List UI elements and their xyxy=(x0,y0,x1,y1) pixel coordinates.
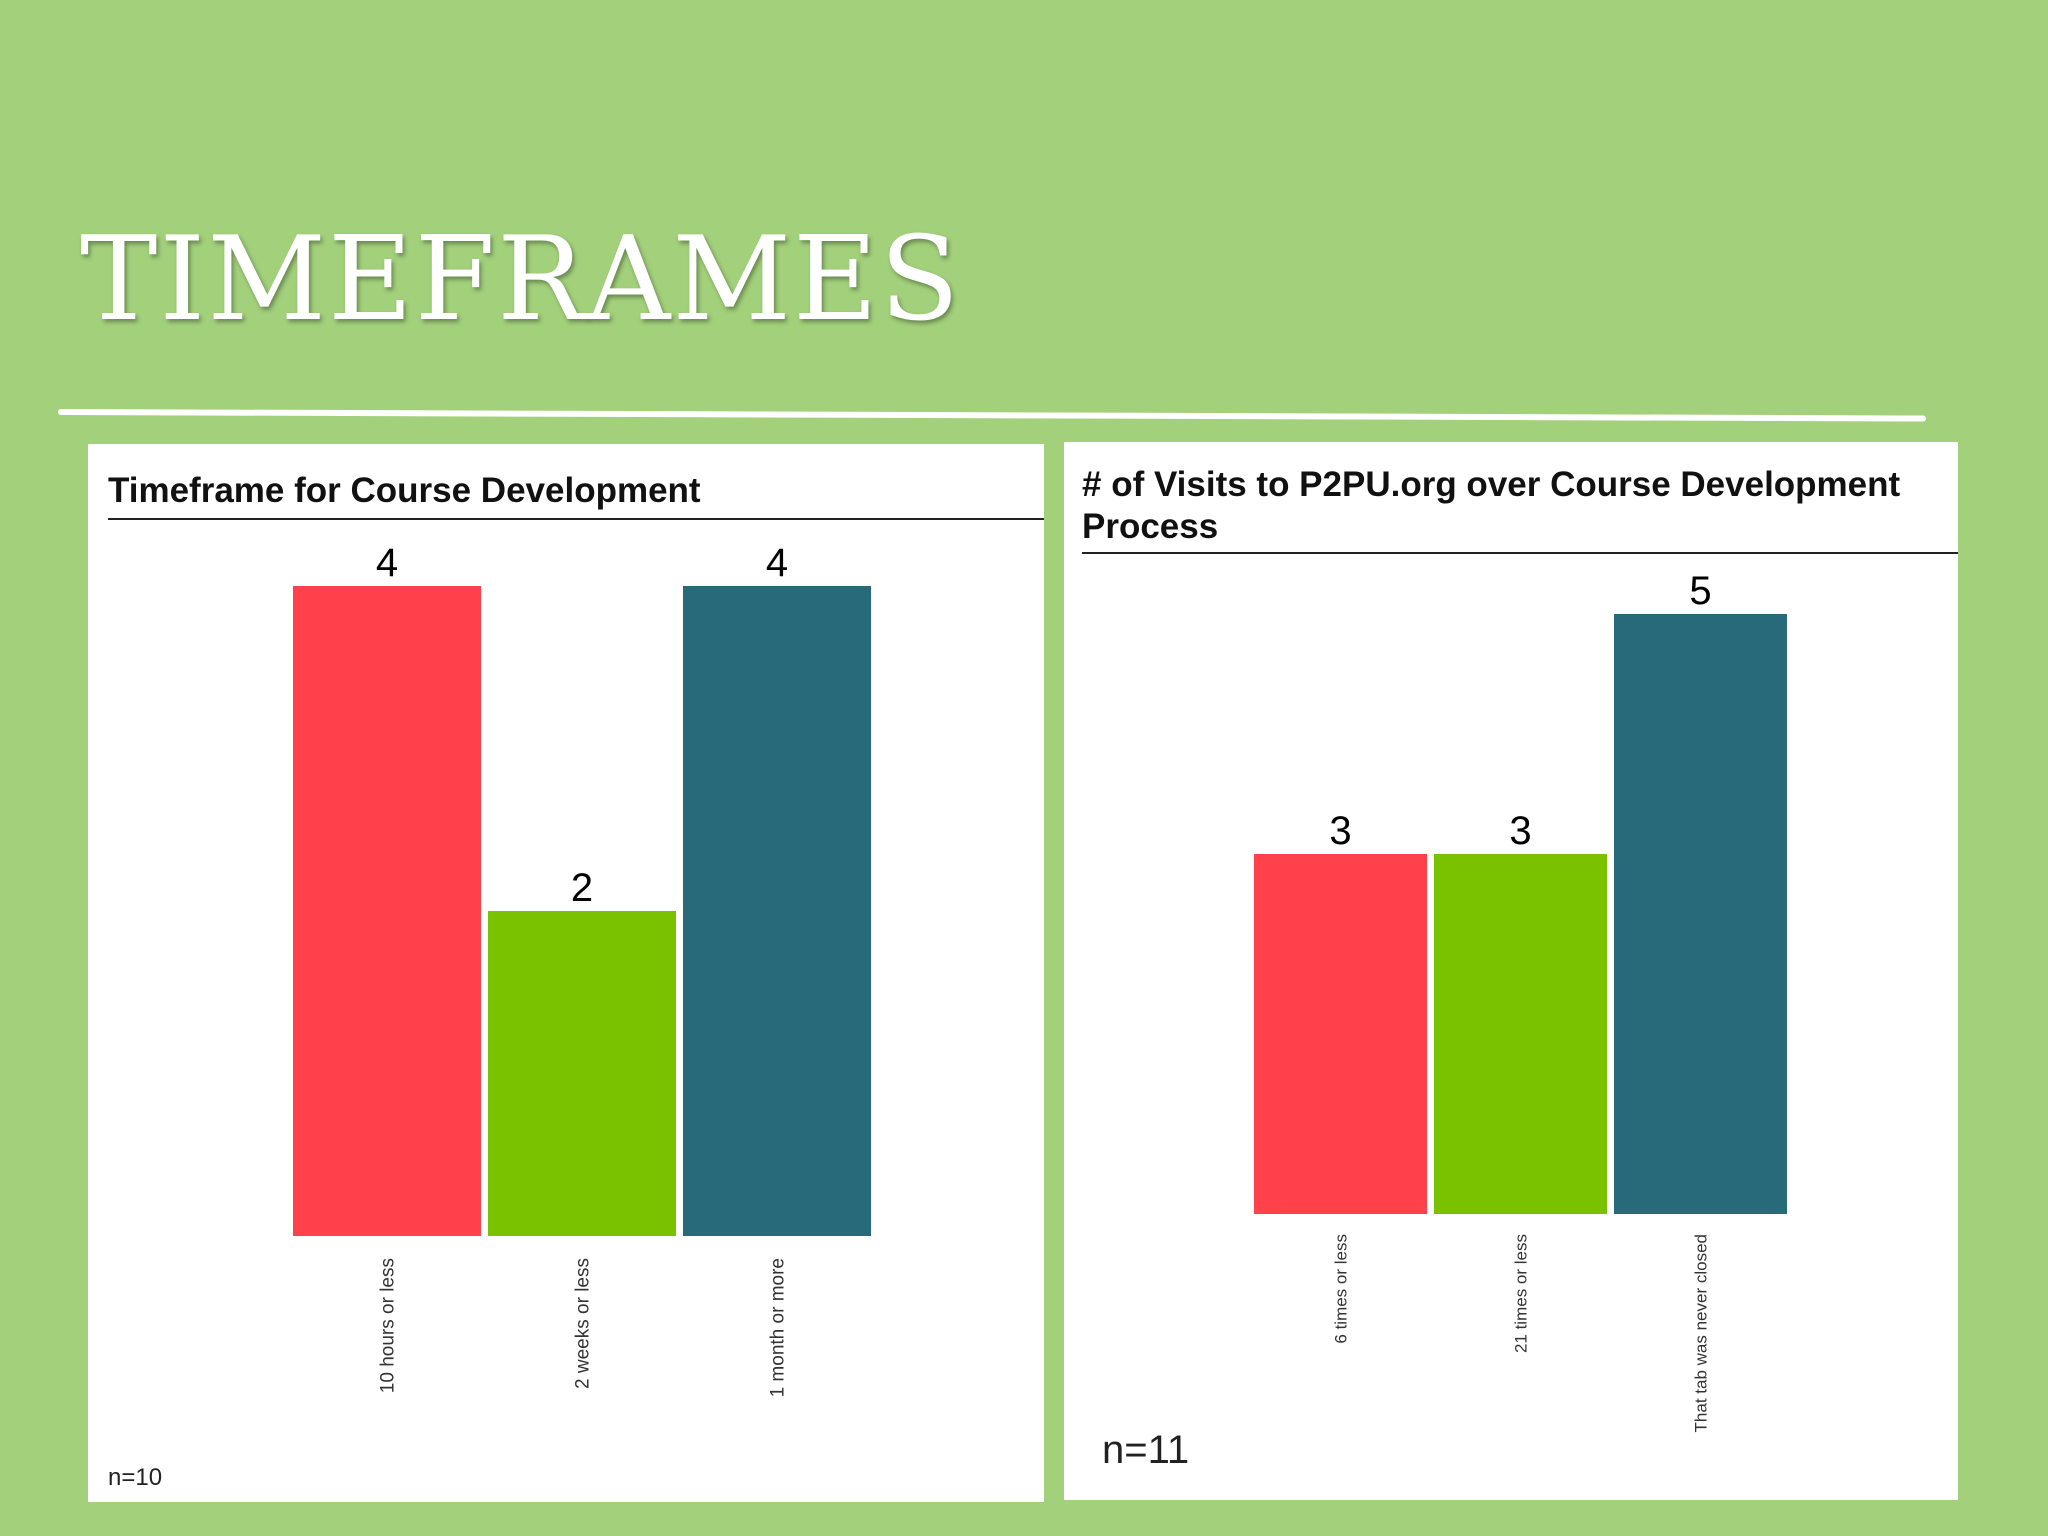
data-label: 3 xyxy=(1329,809,1351,853)
bar-2-weeks-or-less xyxy=(488,911,676,1236)
data-label: 5 xyxy=(1689,569,1711,613)
x-tick-label: That tab was never closed xyxy=(1691,1234,1710,1432)
title-rule xyxy=(108,518,1044,520)
data-label: 4 xyxy=(376,541,398,585)
x-tick-label: 1 month or more xyxy=(768,1258,789,1397)
bar-6-times-or-less xyxy=(1254,854,1427,1214)
bar-1-month-or-more xyxy=(683,586,871,1236)
x-tick-label: 10 hours or less xyxy=(378,1258,399,1393)
x-tick-label: 2 weeks or less xyxy=(573,1258,594,1389)
bar-that-tab-was-never-closed xyxy=(1614,614,1787,1214)
chart-title: # of Visits to P2PU.org over Course Deve… xyxy=(1082,465,1901,546)
data-label: 4 xyxy=(766,541,788,585)
x-tick-label: 6 times or less xyxy=(1331,1234,1350,1344)
bar-21-times-or-less xyxy=(1434,854,1607,1214)
data-label: 2 xyxy=(571,866,593,910)
sample-size-note: n=10 xyxy=(108,1464,163,1491)
title-rule xyxy=(1082,552,1958,554)
bar-10-hours-or-less xyxy=(293,586,481,1236)
slide-title: TIMEFRAMES xyxy=(80,212,962,347)
sample-size-note: n=11 xyxy=(1102,1428,1190,1472)
chart-panel-visits: # of Visits to P2PU.org over Course Deve… xyxy=(1064,442,1958,1500)
bar-chart-timeframe: 4 10 hours or less 2 2 weeks or less 4 1 mont… xyxy=(293,541,871,1397)
title-divider xyxy=(57,409,1926,422)
chart-panel-timeframe: Timeframe for Course Development 4 10 hou… xyxy=(88,444,1044,1502)
chart-title: Timeframe for Course Development xyxy=(108,471,701,510)
x-tick-label: 21 times or less xyxy=(1511,1234,1530,1353)
data-label: 3 xyxy=(1509,809,1531,853)
bar-chart-visits: 3 6 times or less 3 21 times or less 5 That t… xyxy=(1254,569,1787,1432)
